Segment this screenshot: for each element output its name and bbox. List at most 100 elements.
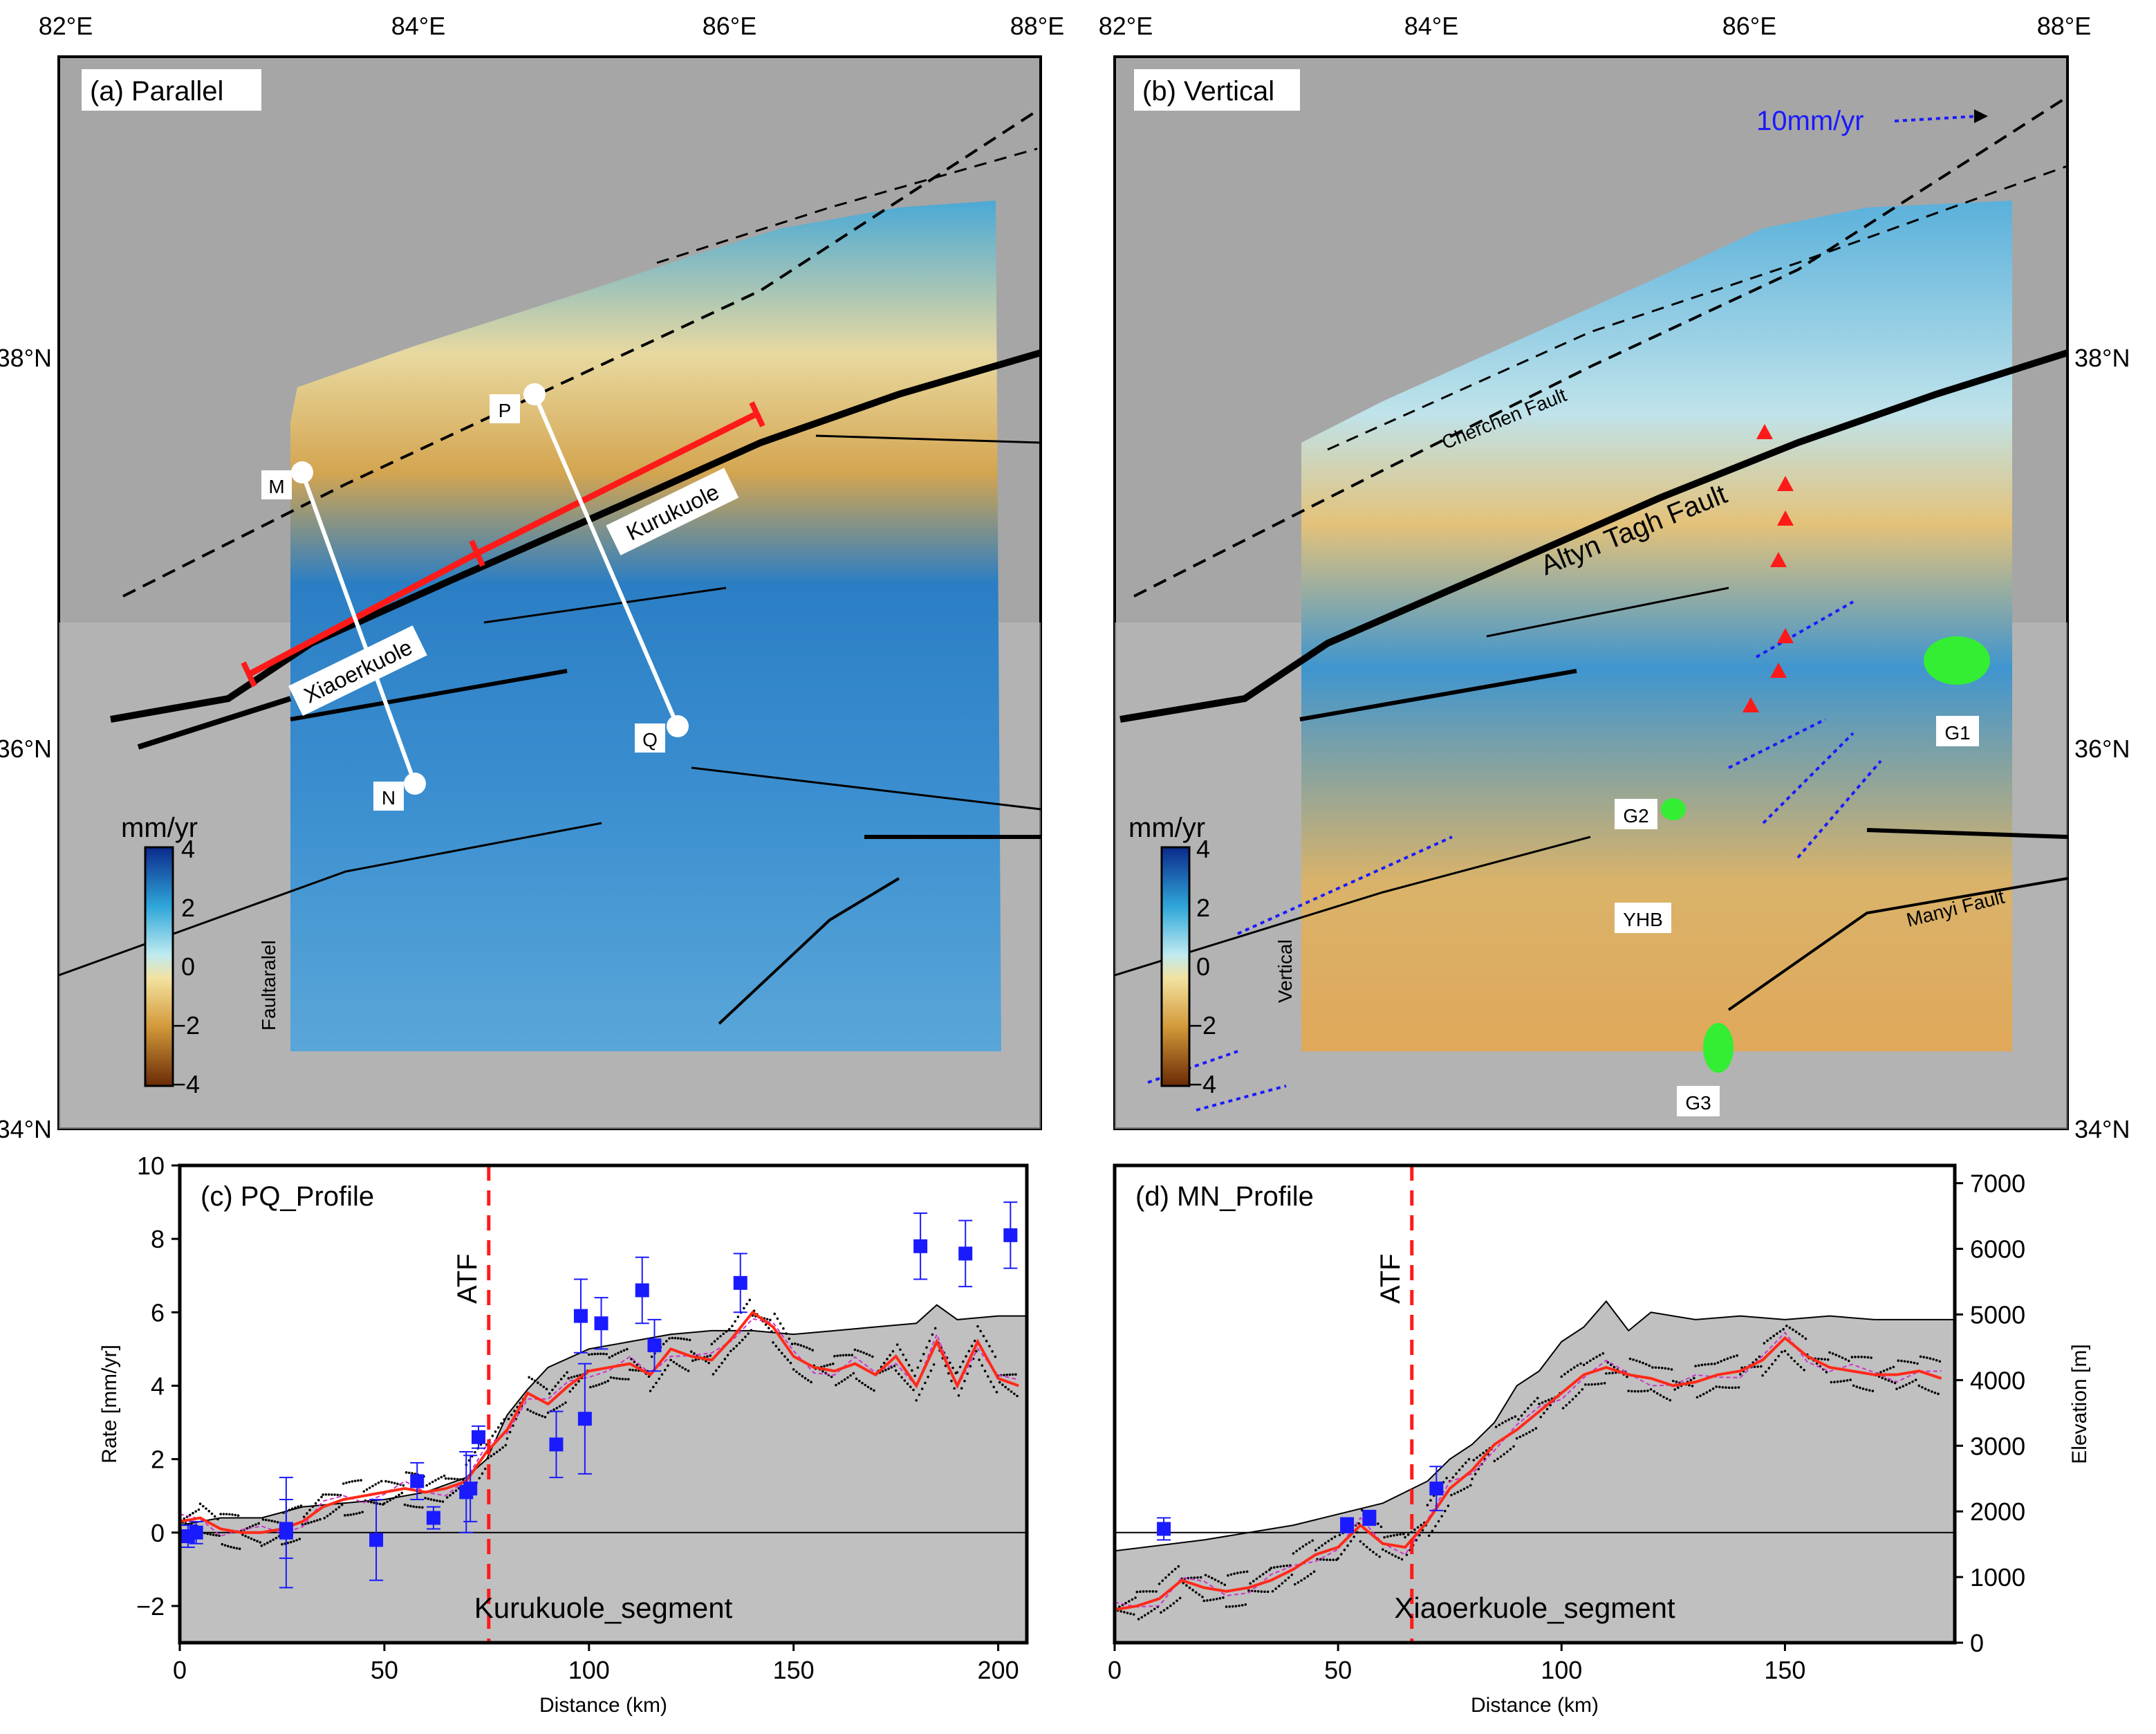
scatter-point [1328,1558,1332,1562]
site-label-g2: G2 [1623,805,1648,827]
scatter-point [1646,1389,1649,1392]
scatter-point [1397,1556,1400,1560]
scatter-point [1160,1611,1162,1614]
scatter-point [1764,1370,1767,1374]
scatter-point [1798,1332,1801,1336]
scatter-point [1897,1359,1900,1362]
scatter-point [1672,1379,1675,1383]
scatter-point [1836,1380,1839,1383]
scatter-point [221,1542,224,1546]
scatter-point [1215,1597,1218,1601]
scatter-point [1301,1545,1305,1548]
scatter-point [707,1361,710,1365]
scatter-point [811,1349,814,1352]
scatter-point [1572,1366,1576,1369]
scatter-point [226,1544,230,1548]
scatter-point [1755,1358,1758,1361]
chart-mn-profile: ATF (d) MN_Profile Xiaoerkuole_segment 0 50 1… [1108,1163,2091,1717]
scatter-point [1240,1603,1244,1607]
scatter-point [289,1540,292,1544]
scatter-point [1292,1552,1295,1555]
scatter-point [793,1342,797,1345]
scatter-point [1198,1593,1201,1596]
scatter-point [1177,1565,1180,1568]
scatter-point [1472,1459,1476,1461]
scatter-point [1284,1579,1287,1582]
map-b-lon-tick-2: 84°E [1404,12,1458,40]
scatter-point [1740,1366,1743,1369]
scatter-point [609,1376,613,1379]
scatter-point [297,1505,299,1509]
scatter-point [1503,1452,1505,1456]
scatter-point [1145,1589,1148,1593]
scatter-point [1859,1386,1861,1390]
scatter-point [655,1381,658,1385]
scatter-point [601,1382,604,1385]
scatter-point [365,1488,369,1491]
scatter-point [1879,1371,1882,1374]
scatter-point [533,1379,537,1383]
scatter-point [1660,1366,1664,1369]
scatter-point [1662,1395,1665,1399]
scatter-point [1155,1590,1158,1593]
scatter-point [1642,1361,1644,1365]
scatter-point [1689,1378,1693,1382]
scale-arrowhead [1974,109,1988,123]
scatter-point [808,1347,811,1350]
scatter-point [355,1512,358,1515]
scatter-point [614,1353,617,1356]
scatter-point [627,1378,630,1381]
point-q-label: Q [642,729,658,750]
scatter-point [835,1383,837,1387]
scatter-point [1843,1379,1846,1383]
y2-tick-label: 3000 [1970,1432,2025,1460]
scatter-point [298,1538,301,1540]
scatter-point [374,1483,378,1486]
scatter-point [635,1363,639,1367]
scatter-point [1651,1366,1654,1369]
colorbar-a [144,846,174,1087]
scatter-point [1244,1603,1247,1606]
scatter-point [1913,1361,1916,1365]
scatter-point [1236,1571,1239,1575]
scatter-point [462,1478,465,1482]
scatter-point [445,1496,449,1499]
scatter-point [1260,1590,1263,1593]
scatter-point [1929,1357,1932,1360]
scatter-point [631,1369,634,1372]
scatter-point [319,1518,322,1521]
gps-point [577,1412,592,1426]
scatter-point [770,1330,773,1333]
gps-point [647,1338,662,1353]
scatter-point [912,1388,915,1392]
scatter-point [1725,1386,1727,1389]
scatter-point [716,1337,719,1340]
scatter-point [377,1481,380,1484]
scatter-point [491,1435,494,1437]
scatter-point [1287,1576,1290,1579]
map-b-lon-tick-1: 82°E [1099,12,1153,40]
scatter-point [1697,1364,1700,1367]
scatter-point [361,1511,364,1513]
gps-point [1340,1518,1355,1533]
scatter-point [252,1538,256,1542]
scatter-point [1294,1583,1297,1586]
scatter-point [1140,1616,1144,1619]
scatter-point [510,1413,513,1417]
scatter-point [833,1354,836,1358]
x-tick-label: 100 [1541,1656,1582,1684]
point-p-label: P [499,400,512,421]
map-b-fault-6 [1866,828,2068,839]
scatter-point [1738,1373,1742,1376]
scatter-point [738,1341,741,1345]
scatter-point [257,1522,260,1525]
scatter-point [871,1355,874,1358]
scatter-point [1611,1372,1614,1374]
scatter-point [1311,1539,1314,1542]
scatter-point [1727,1386,1731,1390]
scatter-point [411,1472,413,1475]
scatter-point [1119,1610,1123,1613]
scatter-point [1823,1358,1826,1361]
scatter-point [1769,1336,1772,1340]
scatter-point [773,1312,777,1316]
